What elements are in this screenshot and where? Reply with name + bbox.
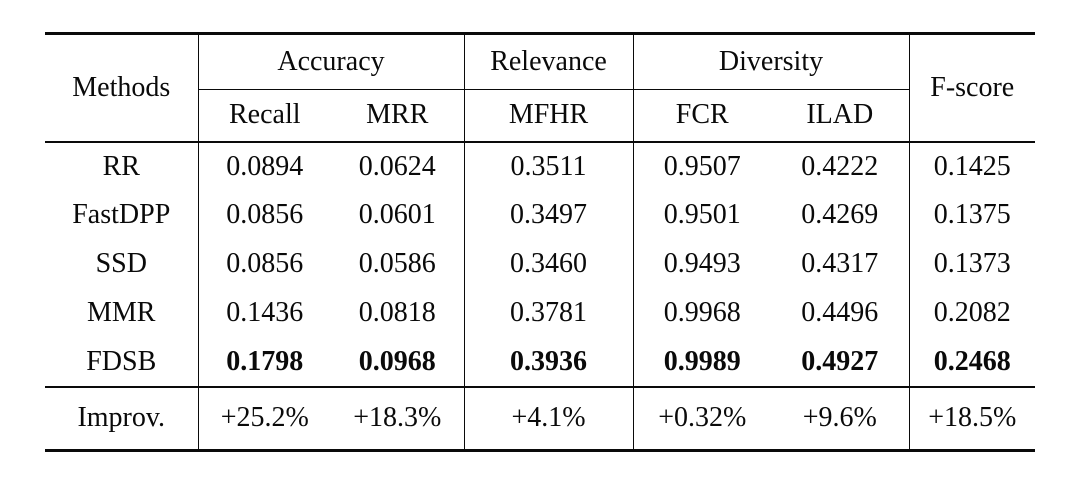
value-cell: 0.9493 [663, 248, 741, 279]
header-mrr: MRR [331, 89, 465, 142]
value-cell: 0.3781 [464, 288, 634, 338]
value-cell: 0.9989 [663, 345, 741, 377]
method-cell: RR [45, 140, 199, 191]
value-cell: 0.2468 [933, 345, 1011, 377]
table-row-best: FDSB 0.1798 0.0968 0.3936 0.9989 0.4927 … [45, 337, 1035, 387]
header-group-relevance: Relevance [464, 33, 634, 90]
value-cell: 0.3497 [464, 190, 634, 240]
results-table: Methods Accuracy Relevance Diversity F-s… [45, 32, 1035, 452]
value-cell: 0.0601 [331, 190, 465, 240]
header-methods: Methods [45, 33, 199, 142]
value-cell: 0.3511 [464, 140, 634, 191]
value-cell: 0.0624 [331, 140, 465, 191]
method-cell: FastDPP [45, 190, 199, 240]
header-ilad: ILAD [771, 89, 910, 142]
value-cell: +25.2% [198, 385, 331, 451]
value-cell: 0.4927 [771, 337, 910, 387]
value-cell: +0.32% [633, 385, 771, 451]
method-cell: FDSB [45, 337, 199, 387]
value-cell: 0.1375 [933, 199, 1011, 230]
method-cell: SSD [45, 239, 199, 289]
value-cell: 0.1798 [226, 345, 304, 377]
table-footer: Improv. +25.2% +18.3% +4.1% +0.32% +9.6%… [45, 385, 1035, 451]
value-cell: 0.4222 [771, 140, 910, 191]
header-group-row: Methods Accuracy Relevance Diversity F-s… [45, 33, 1035, 142]
table-row: RR 0.0894 0.0624 0.3511 0.9507 0.4222 0.… [45, 140, 1035, 191]
value-cell: 0.0586 [331, 239, 465, 289]
table-header: Methods Accuracy Relevance Diversity F-s… [45, 33, 1035, 142]
value-cell: 0.4496 [771, 288, 910, 338]
value-cell: 0.4269 [771, 190, 910, 240]
value-cell: 0.9501 [663, 199, 741, 230]
table-row: MMR 0.1436 0.0818 0.3781 0.9968 0.4496 0… [45, 288, 1035, 338]
table-row: SSD 0.0856 0.0586 0.3460 0.9493 0.4317 0… [45, 239, 1035, 289]
header-recall: Recall [228, 99, 301, 131]
improvement-label: Improv. [45, 385, 199, 451]
header-fcr: FCR [675, 99, 729, 131]
value-cell: 0.4317 [771, 239, 910, 289]
improvement-row: Improv. +25.2% +18.3% +4.1% +0.32% +9.6%… [45, 385, 1035, 451]
value-cell: 0.0856 [226, 199, 304, 230]
value-cell: 0.1436 [226, 297, 304, 328]
value-cell: +18.5% [909, 385, 1035, 451]
value-cell: 0.0856 [226, 248, 304, 279]
value-cell: 0.3936 [464, 337, 634, 387]
value-cell: 0.0894 [198, 140, 331, 191]
header-subcol-row: Recall MRR MFHR FCR ILAD [45, 89, 1035, 142]
value-cell: 0.3460 [464, 239, 634, 289]
value-cell: +4.1% [464, 385, 634, 451]
value-cell: 0.1425 [909, 140, 1035, 191]
table-row: FastDPP 0.0856 0.0601 0.3497 0.9501 0.42… [45, 190, 1035, 240]
header-mfhr: MFHR [464, 89, 634, 142]
value-cell: 0.9968 [663, 297, 741, 328]
value-cell: 0.0818 [331, 288, 465, 338]
value-cell: 0.9507 [633, 140, 771, 191]
table-body: RR 0.0894 0.0624 0.3511 0.9507 0.4222 0.… [45, 140, 1035, 387]
header-group-accuracy: Accuracy [198, 33, 465, 90]
value-cell: +9.6% [771, 385, 910, 451]
method-cell: MMR [45, 288, 199, 338]
value-cell: 0.1373 [933, 248, 1011, 279]
value-cell: 0.0968 [331, 337, 465, 387]
header-group-diversity: Diversity [633, 33, 910, 90]
header-fscore: F-score [930, 71, 1015, 103]
value-cell: 0.2082 [933, 297, 1011, 328]
value-cell: +18.3% [331, 385, 465, 451]
